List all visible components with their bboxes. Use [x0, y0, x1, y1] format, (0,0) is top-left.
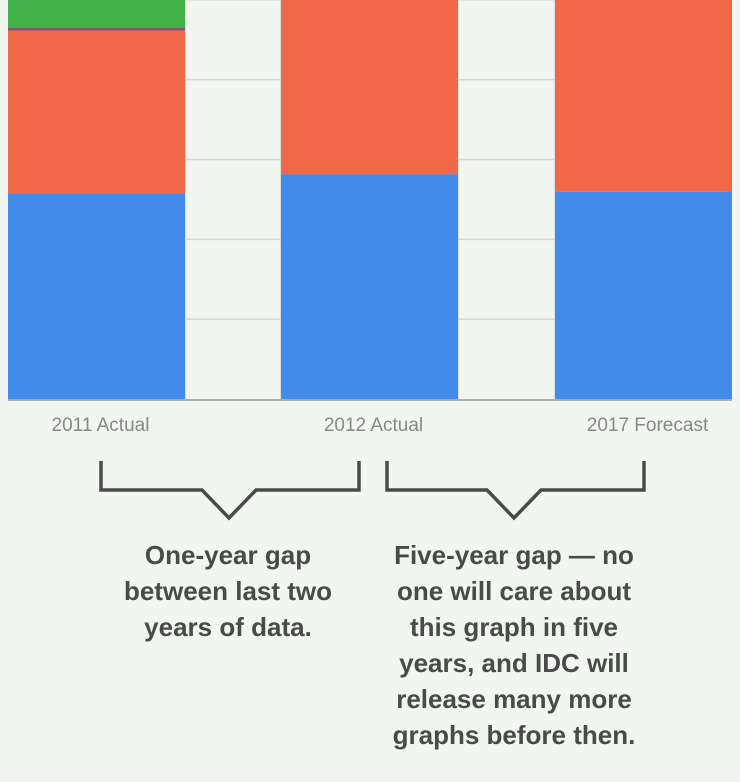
bar-segment	[8, 0, 185, 28]
bar-segment	[8, 193, 185, 399]
bar-segment	[8, 27, 185, 31]
x-tick-label: 2012 Actual	[324, 415, 423, 436]
bar-segment	[281, 174, 458, 399]
stacked-bar-chart: 2011 Actual 2012 Actual 2017 Forecast	[8, 0, 732, 521]
bracket-one-year-gap	[99, 461, 361, 521]
bar-segment	[555, 191, 732, 399]
five-year-gap-note: Five-year gap — no one will care about t…	[392, 540, 636, 750]
bar-segment	[281, 0, 458, 175]
x-tick-label: 2017 Forecast	[587, 415, 709, 436]
bar-stacks	[8, 0, 732, 399]
x-tick-label: 2011 Actual	[52, 415, 150, 436]
bar-segment	[8, 30, 185, 194]
one-year-gap-note: One-year gap between last two years of d…	[123, 540, 333, 642]
x-tick-labels: 2011 Actual 2012 Actual 2017 Forecast	[52, 415, 709, 436]
bracket-five-year-gap	[385, 461, 646, 521]
bar-segment	[555, 0, 732, 192]
